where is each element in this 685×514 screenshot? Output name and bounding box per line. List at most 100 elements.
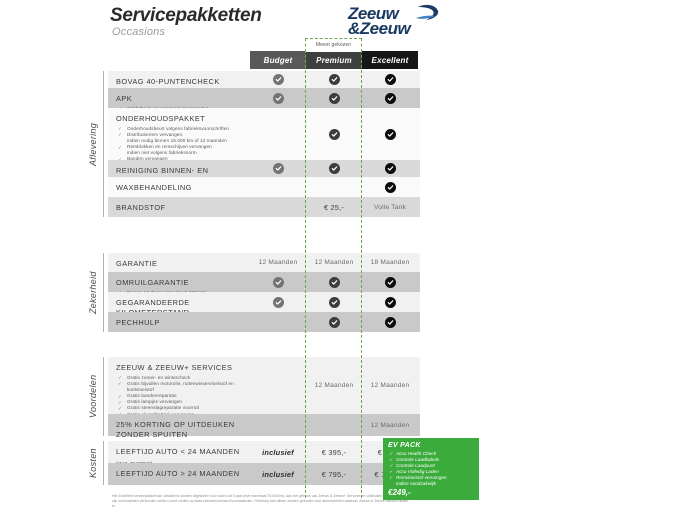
section-rule — [103, 441, 104, 485]
cell-budget: 12 Maanden — [258, 259, 298, 266]
row-label: LEEFTIJD AUTO < 24 MAANDEN (MAX. 30.000K… — [108, 441, 250, 466]
sublist-line: Gratis zomer- en wintercheck — [127, 375, 191, 380]
cell-budget — [250, 292, 306, 312]
ev-pack-item-label: Accu Volledig Laden — [396, 469, 439, 474]
check-mark-icon: ✓ — [118, 375, 122, 381]
check-icon — [384, 296, 396, 308]
sublist-item: ✓ Remblokken en remschijven vervangen indi… — [116, 144, 250, 156]
column-header-premium[interactable]: Premium — [306, 51, 362, 69]
logo-line-2: &Zeeuw — [348, 19, 411, 38]
row-cells: 12 Maanden 12 Maanden — [250, 357, 420, 414]
section-zekerheid: GARANTIE 12 Maanden 12 Maanden 18 Maanden OM… — [108, 253, 420, 332]
cell-premium — [306, 71, 362, 88]
row-label: GARANTIE — [108, 253, 250, 272]
sublist-line: Gratis bandenreparatie — [127, 393, 177, 399]
cell-premium — [306, 414, 362, 436]
row-title: BRANDSTOF — [116, 203, 166, 212]
cell-budget: inclusief — [262, 447, 294, 457]
check-mark-icon: ✓ — [389, 469, 393, 475]
ev-pack-item: ✓ Remvloeistof vervangen — [388, 475, 474, 481]
sublist-item: ✓ Gratis bandenreparatie — [116, 393, 250, 399]
row-cells — [250, 160, 420, 177]
check-icon — [328, 296, 340, 308]
check-mark-icon: ✓ — [118, 132, 122, 138]
cell-premium — [306, 312, 362, 332]
check-icon — [328, 74, 340, 85]
cell-excellent — [362, 160, 418, 177]
check-mark-icon: ✓ — [389, 457, 393, 463]
column-header-bar: Budget Premium Excellent — [250, 51, 420, 69]
ev-pack-item: ✓ Accu Health Check — [388, 451, 474, 457]
sublist-line: indien nodig binnen 15.000 km of 12 maan… — [127, 138, 227, 144]
check-icon — [384, 316, 396, 328]
table-row: PECHHULP — [108, 312, 420, 332]
row-title: LEEFTIJD AUTO > 24 MAANDEN — [116, 469, 240, 478]
check-icon — [384, 163, 396, 174]
table-row: BOVAG 40-PUNTENCHECK — [108, 71, 420, 88]
row-cells — [250, 177, 420, 197]
check-icon — [272, 163, 284, 174]
row-label: APK✓Geldigheid van minimaal 12 maanden — [108, 88, 250, 111]
row-cells: 12 Maanden 12 Maanden 18 Maanden — [250, 253, 420, 272]
check-icon — [384, 276, 396, 288]
check-icon — [328, 276, 340, 288]
row-cells — [250, 292, 420, 312]
sublist-line: Distributieriem vervangen, — [127, 132, 184, 138]
column-header-budget[interactable]: Budget — [250, 51, 306, 69]
cell-budget — [250, 357, 306, 414]
check-icon — [384, 92, 396, 104]
row-title: 25% KORTING OP UITDEUKEN ZONDER SPUITEN — [116, 420, 235, 439]
ev-pack-callout[interactable]: EV PACK ✓ Accu Health Check ✓ Controle Laad… — [383, 438, 479, 500]
sublist-line: Banden vervangen — [127, 156, 168, 162]
check-icon — [384, 74, 396, 85]
cell-premium: 12 Maanden — [314, 382, 354, 389]
row-title: WAXBEHANDELING — [116, 183, 192, 192]
section-label-voordelen: Voordelen — [88, 374, 98, 419]
row-label: LEEFTIJD AUTO > 24 MAANDEN — [108, 463, 250, 485]
check-mark-icon: ✓ — [118, 399, 122, 405]
column-header-excellent[interactable]: Excellent — [362, 51, 418, 69]
row-sublist: ✓ Gratis zomer- en wintercheck ✓ Gratis bij… — [116, 375, 250, 418]
row-title: APK — [116, 94, 133, 103]
cell-excellent: 18 Maanden — [370, 259, 410, 266]
section-voordelen: ZEEUW & ZEEUW+ SERVICES ✓ Gratis zomer- en… — [108, 357, 420, 439]
section-rule — [103, 357, 104, 436]
page-header: Servicepakketten Occasions Zeeuw &Zeeuw — [0, 0, 685, 46]
cell-premium — [306, 292, 362, 312]
row-title: OMRUILGARANTIE — [116, 278, 189, 287]
row-label: ZEEUW & ZEEUW+ SERVICES ✓ Gratis zomer- en… — [108, 357, 250, 417]
ev-pack-item-label: Remvloeistof vervangen — [396, 475, 447, 480]
ev-pack-item-label: Controle Laadpunt — [396, 463, 435, 468]
sublist-line: Gratis lampjes vervangen — [127, 399, 183, 405]
cell-premium — [306, 272, 362, 292]
check-mark-icon: ✓ — [389, 463, 393, 469]
check-icon — [272, 74, 284, 85]
row-title: ZEEUW & ZEEUW+ SERVICES — [116, 363, 233, 372]
ev-pack-item: ✓ Controle Laadkabels — [388, 457, 474, 463]
ev-pack-item-label: indien noodzakelijk — [396, 481, 436, 486]
table-row: APK✓Geldigheid van minimaal 12 maanden — [108, 88, 420, 111]
page-subtitle: Occasions — [112, 26, 166, 38]
logo-line-1: Zeeuw — [348, 4, 399, 23]
section-rule — [103, 253, 104, 332]
page-title: Servicepakketten — [110, 5, 262, 26]
row-title: ONDERHOUDSPAKKET — [116, 114, 206, 123]
row-label: BOVAG 40-PUNTENCHECK — [108, 71, 250, 88]
row-label: ONDERHOUDSPAKKET ✓ Onderhoudsbeurt volgens… — [108, 108, 250, 168]
row-cells — [250, 71, 420, 88]
ev-pack-item: ✓ Accu Volledig Laden — [388, 469, 474, 475]
cell-premium: € 795,- — [321, 469, 347, 479]
sublist-item: ✓ Gratis lampjes vervangen — [116, 399, 250, 405]
cell-excellent — [362, 71, 418, 88]
cell-premium: € 25,- — [323, 202, 345, 212]
check-mark-icon: ✓ — [389, 475, 393, 481]
cell-budget — [250, 414, 306, 436]
cell-premium — [306, 177, 362, 197]
table-row: 25% KORTING OP UITDEUKEN ZONDER SPUITEN 1… — [108, 414, 420, 439]
cell-premium — [306, 88, 362, 108]
row-label: PECHHULP — [108, 312, 250, 332]
check-mark-icon: ✓ — [118, 393, 122, 399]
row-label: GEGARANDEERDE KILOMETERSTAND — [108, 292, 250, 317]
sublist-line: Gratis steenslagreparatie voorruit — [127, 405, 200, 411]
